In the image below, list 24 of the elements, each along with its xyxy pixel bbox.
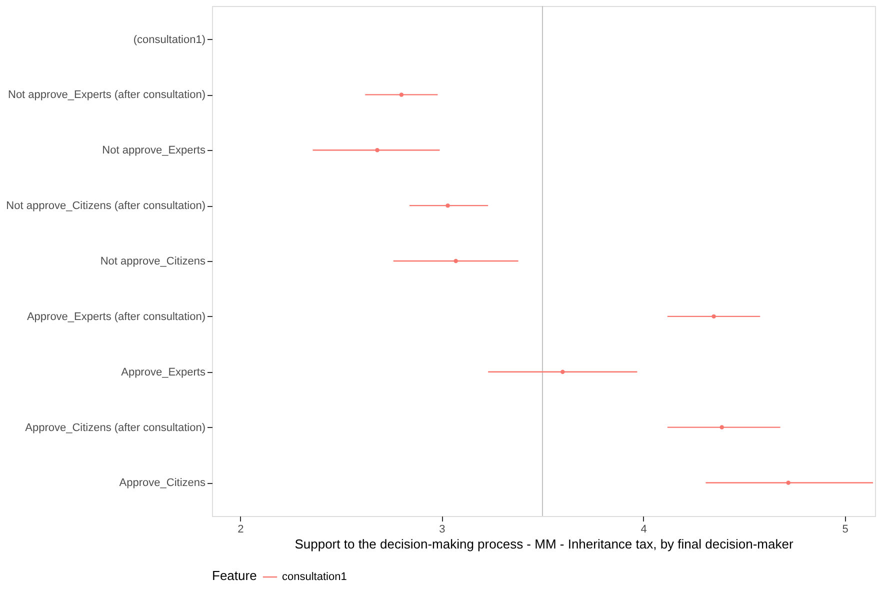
y-tick-label: Approve_Experts (after consultation) (26, 310, 206, 323)
point (786, 480, 790, 485)
y-tick-label: Approve_Citizens (119, 477, 206, 490)
y-tick-label: Not approve_Citizens (after consultation) (6, 200, 206, 212)
point (446, 203, 450, 208)
x-tick-label: 2 (238, 524, 244, 536)
point (454, 258, 458, 264)
x-tick-label: 5 (842, 524, 848, 536)
legend-label: consultation1 (282, 571, 347, 583)
point (712, 314, 716, 319)
legend-title: Feature (212, 568, 257, 583)
x-tick-label: 4 (640, 524, 647, 536)
y-tick-label: Approve_Citizens (after consultation) (25, 422, 206, 434)
point (560, 370, 565, 374)
x-axis-title: Support to the decision-making process - MM - Inheritance tax, by final decision-maker (294, 536, 794, 552)
y-tick-label: Not approve_Experts (102, 144, 206, 157)
point (399, 92, 404, 97)
x-tick-label: 3 (439, 524, 446, 536)
point (720, 425, 724, 430)
y-tick-label: Not approve_Citizens (100, 256, 206, 268)
y-tick-label: Not approve_Experts (after consultation) (8, 89, 206, 102)
point (375, 148, 380, 152)
y-tick-label: Approve_Experts (121, 366, 206, 378)
y-tick-label: (consultation1) (133, 34, 206, 46)
